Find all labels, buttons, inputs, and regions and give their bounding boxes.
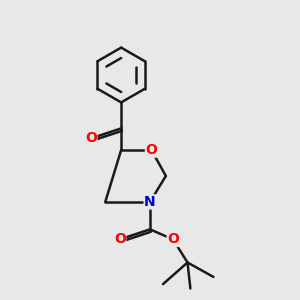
Text: N: N bbox=[144, 195, 156, 209]
Text: O: O bbox=[146, 143, 158, 157]
Text: O: O bbox=[167, 232, 179, 246]
Text: O: O bbox=[85, 131, 97, 146]
Text: O: O bbox=[114, 232, 126, 246]
